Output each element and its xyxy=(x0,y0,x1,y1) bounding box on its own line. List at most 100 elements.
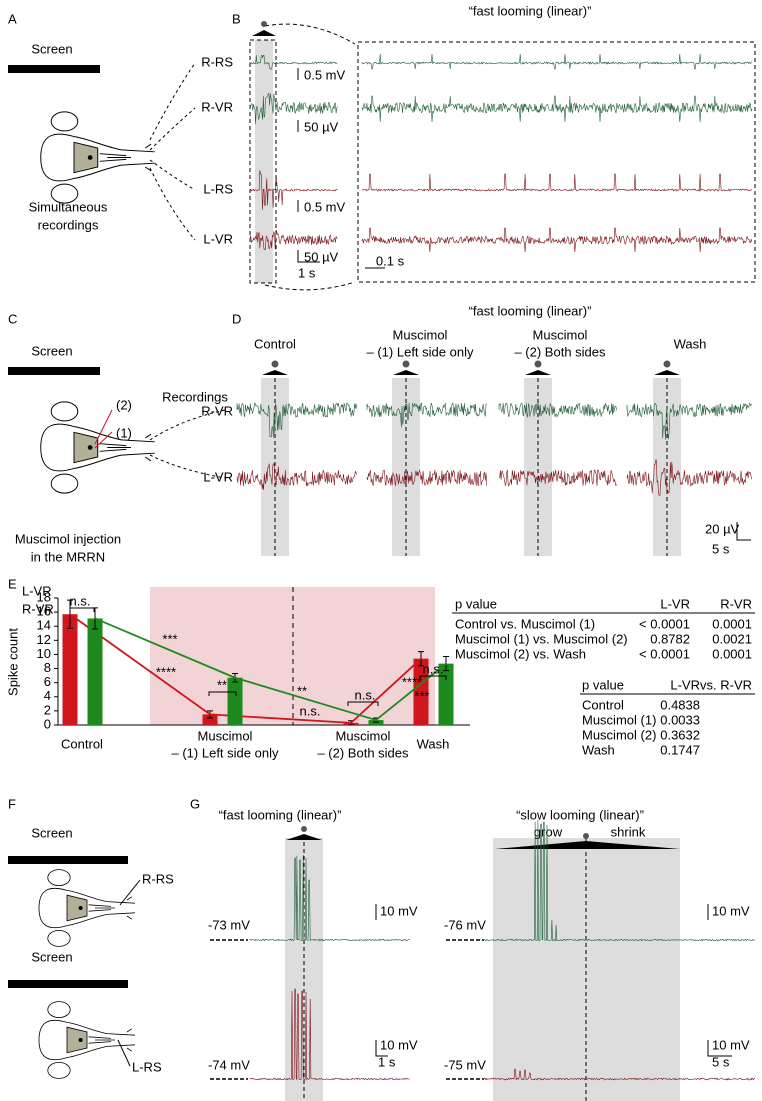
panel-label: E xyxy=(8,576,17,591)
stimulus-band xyxy=(261,378,289,556)
error-bar xyxy=(443,656,449,672)
table-cell: Muscimol (1) vs. Muscimol (2) xyxy=(455,631,628,646)
connector xyxy=(149,62,196,241)
fish-drawing xyxy=(40,401,156,494)
stimulus-band xyxy=(653,378,681,556)
trace xyxy=(249,170,338,210)
bar xyxy=(413,658,429,725)
trace xyxy=(626,459,752,496)
label: -76 mV xyxy=(444,917,486,932)
trace xyxy=(249,230,338,251)
table-cell: Muscimol (2) xyxy=(582,727,656,742)
table-header: p value xyxy=(582,677,624,692)
screen-bar xyxy=(8,856,128,864)
trace xyxy=(366,402,487,428)
label: Muscimol xyxy=(393,327,448,342)
x-tick-label: Muscimol xyxy=(198,728,253,743)
label: 0.5 mV xyxy=(304,199,346,214)
trace xyxy=(626,402,752,440)
label: 10 mV xyxy=(712,1037,750,1052)
stimulus-band xyxy=(493,838,680,1101)
zoom-window xyxy=(249,39,277,284)
x-tick-label: – (2) Both sides xyxy=(317,745,409,760)
label: Simultaneous xyxy=(29,199,108,214)
label: 10 mV xyxy=(380,903,418,918)
table-cell: 0.0001 xyxy=(712,616,752,631)
label: 5 s xyxy=(712,541,730,556)
table-cell: 0.4838 xyxy=(660,697,700,712)
label: Screen xyxy=(31,825,72,840)
significance: n.s. xyxy=(300,703,321,718)
table-cell: Muscimol (2) vs. Wash xyxy=(455,646,586,661)
label: recordings xyxy=(38,217,99,232)
bar xyxy=(227,677,243,725)
label: Recordings xyxy=(162,389,228,404)
x-tick-label: Control xyxy=(61,736,103,751)
label: in the MRRN xyxy=(31,549,105,564)
panel-label: C xyxy=(8,311,17,326)
trace xyxy=(361,173,753,192)
label: 10 mV xyxy=(712,903,750,918)
significance: *** xyxy=(414,688,429,703)
scale-bar xyxy=(375,904,732,1057)
label: L-VR xyxy=(203,469,233,484)
baseline-marker xyxy=(210,939,484,1080)
fish-drawing xyxy=(40,111,156,204)
label: -74 mV xyxy=(208,1057,250,1072)
label: – (1) Left side only xyxy=(367,344,474,359)
y-tick-label: 8 xyxy=(44,660,51,675)
scale-bar xyxy=(736,522,751,541)
trace xyxy=(249,93,338,124)
table-cell: 0.1747 xyxy=(660,742,700,757)
significance: ** xyxy=(297,683,307,698)
label: 0.5 mV xyxy=(304,67,346,82)
label: 1 s xyxy=(298,265,316,280)
y-tick-label: 6 xyxy=(44,674,51,689)
label: 50 µV xyxy=(304,249,339,264)
bar xyxy=(87,618,103,725)
y-tick-label: 14 xyxy=(37,618,51,633)
trace xyxy=(361,95,753,123)
legend-entry: R-VR xyxy=(22,601,54,616)
y-tick-label: 2 xyxy=(44,702,51,717)
label: Muscimol injection xyxy=(15,531,121,546)
bar xyxy=(62,614,78,725)
trace xyxy=(236,402,357,438)
label: R-RS xyxy=(201,54,233,69)
trace xyxy=(249,54,338,70)
y-axis-label: Spike count xyxy=(5,628,20,696)
significance: **** xyxy=(402,674,422,689)
label: “fast looming (linear)” xyxy=(469,303,592,318)
label: – (2) Both sides xyxy=(514,344,606,359)
zoom-box xyxy=(357,41,756,283)
label: Screen xyxy=(31,41,72,56)
label: 50 µV xyxy=(304,119,339,134)
bar xyxy=(202,714,218,725)
trace xyxy=(483,819,755,942)
y-tick-label: 12 xyxy=(37,632,51,647)
scale-bar xyxy=(297,68,385,269)
stimulus-icon xyxy=(252,21,276,36)
trend-line xyxy=(94,617,447,722)
label: 10 mV xyxy=(380,1037,418,1052)
table-cell: Control xyxy=(582,697,624,712)
screen-bar xyxy=(8,367,100,375)
y-tick-label: 10 xyxy=(37,646,51,661)
panel-label: D xyxy=(232,311,241,326)
trace xyxy=(483,1068,755,1081)
x-tick-label: Muscimol xyxy=(336,728,391,743)
y-tick-label: 18 xyxy=(37,589,51,604)
trace xyxy=(249,988,410,1081)
significance: *** xyxy=(162,631,177,646)
electrode xyxy=(117,879,141,1067)
error-bar xyxy=(418,651,424,667)
trace xyxy=(361,227,753,253)
trace xyxy=(498,469,617,487)
table-header: L-VR xyxy=(660,596,690,611)
table-cell: 0.3632 xyxy=(660,727,700,742)
label: R-VR xyxy=(201,403,233,418)
x-tick-label: Wash xyxy=(417,736,450,751)
bracket xyxy=(347,701,379,706)
table-cell: 0.8782 xyxy=(650,631,690,646)
